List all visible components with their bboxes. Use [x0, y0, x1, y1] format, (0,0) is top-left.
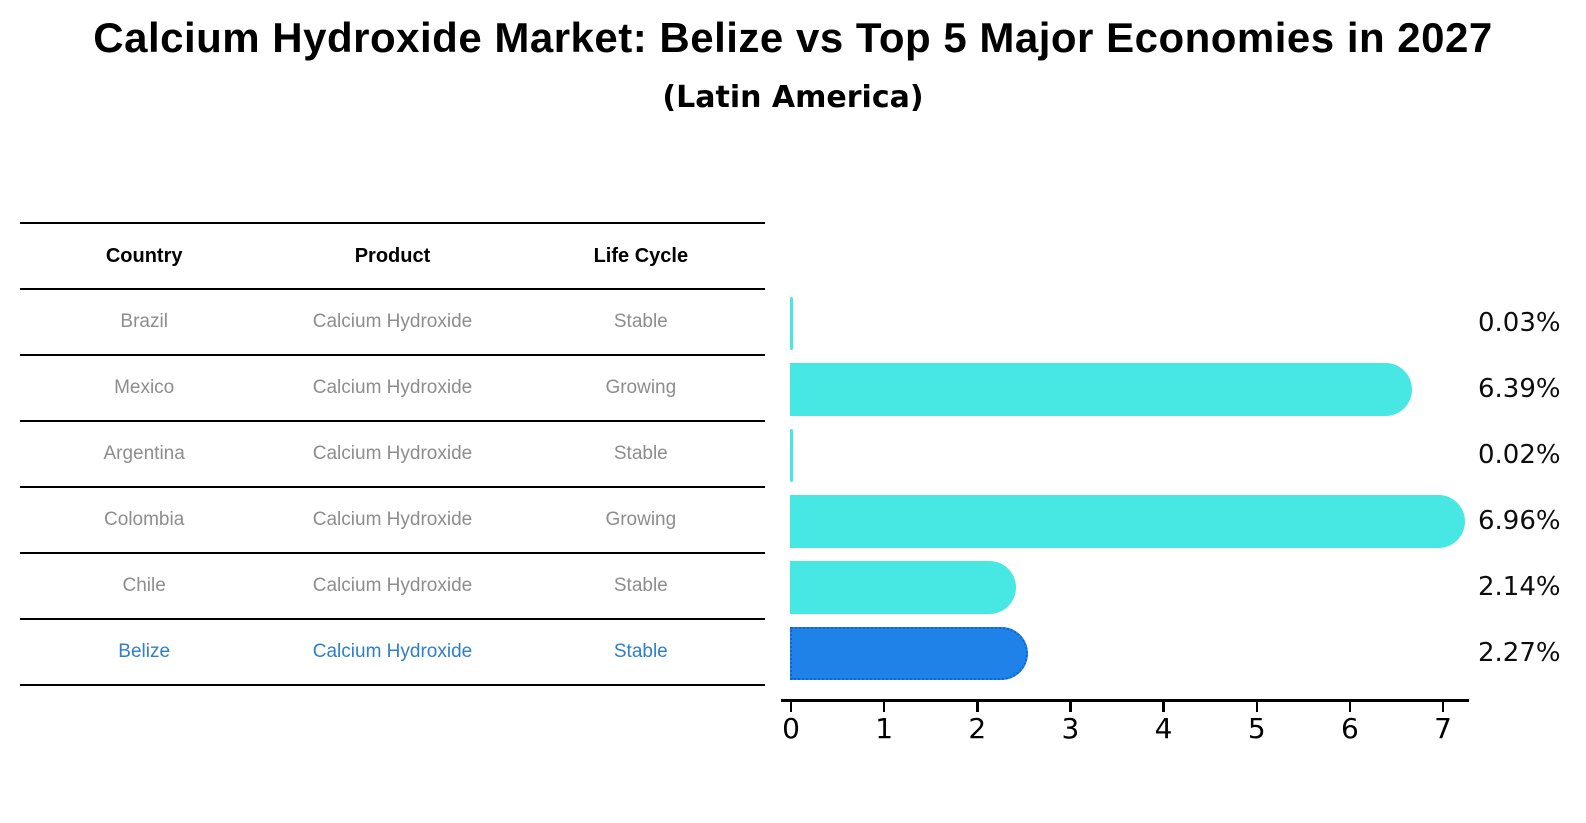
table-row: Chile Calcium Hydroxide Stable	[20, 554, 765, 620]
bar	[790, 494, 1465, 548]
table-header-product: Product	[354, 244, 431, 267]
bar-value-label: 0.02%	[1478, 440, 1561, 470]
bar-row	[790, 422, 1470, 488]
cell-product: Calcium Hydroxide	[312, 377, 473, 398]
table-row: Belize Calcium Hydroxide Stable	[20, 620, 765, 686]
cell-life-cycle: Stable	[613, 641, 668, 662]
table-header-life-cycle: Life Cycle	[593, 244, 689, 267]
x-axis-tick	[1255, 702, 1258, 712]
bar	[790, 296, 793, 350]
bar	[790, 362, 1412, 416]
table-row: Brazil Calcium Hydroxide Stable	[20, 290, 765, 356]
table-header-country: Country	[105, 244, 183, 267]
cell-country: Brazil	[120, 311, 168, 332]
bar-row	[790, 620, 1470, 686]
cell-product: Calcium Hydroxide	[312, 575, 473, 596]
x-axis-tick-label: 6	[1340, 712, 1359, 745]
cell-product: Calcium Hydroxide	[312, 509, 473, 530]
cell-country: Chile	[122, 575, 166, 596]
cell-country: Colombia	[104, 509, 185, 530]
x-axis-line	[781, 699, 1469, 702]
cell-life-cycle: Growing	[605, 509, 677, 530]
cell-life-cycle: Growing	[605, 377, 677, 398]
bar-row	[790, 554, 1470, 620]
country-table: Country Product Life Cycle Brazil Calcium H…	[20, 222, 765, 686]
cell-product: Calcium Hydroxide	[312, 641, 473, 662]
value-labels: 0.03% 6.39% 0.02% 6.96% 2.14% 2.27%	[1478, 290, 1586, 686]
cell-life-cycle: Stable	[613, 311, 668, 332]
x-axis-tick	[1069, 702, 1072, 712]
x-axis-tick-label: 0	[782, 712, 800, 745]
table-body: Brazil Calcium Hydroxide Stable Mexico Calci…	[20, 290, 765, 686]
x-axis-tick	[1162, 702, 1165, 712]
cell-country: Belize	[118, 641, 171, 662]
x-axis-tick-label: 2	[968, 712, 987, 745]
cell-country: Argentina	[103, 443, 185, 464]
x-axis-tick-label: 4	[1154, 712, 1173, 745]
bar	[790, 428, 793, 482]
bar-value-label: 0.03%	[1478, 308, 1561, 338]
bar-row	[790, 356, 1470, 422]
x-axis-tick	[1348, 702, 1352, 712]
bar-row	[790, 488, 1470, 554]
table-row: Mexico Calcium Hydroxide Growing	[20, 356, 765, 422]
bar-value-label: 2.14%	[1478, 572, 1561, 602]
x-axis-tick-label: 7	[1434, 712, 1452, 745]
chart-subtitle: (Latin America)	[662, 80, 924, 115]
bar-value-label: 6.96%	[1478, 506, 1561, 536]
bar-value-label: 2.27%	[1478, 638, 1561, 668]
x-axis-tick-label: 5	[1247, 712, 1266, 745]
x-axis: 0 1 2 3 4 5 6 7	[782, 699, 1471, 759]
x-axis-tick-label: 1	[875, 712, 894, 745]
table-row: Argentina Calcium Hydroxide Stable	[20, 422, 765, 488]
cell-product: Calcium Hydroxide	[312, 311, 473, 332]
table-row: Colombia Calcium Hydroxide Growing	[20, 488, 765, 554]
bar-belize-highlight	[790, 626, 1028, 680]
bar-plot-area	[790, 290, 1470, 686]
cell-product: Calcium Hydroxide	[312, 443, 473, 464]
bar-row	[790, 290, 1470, 356]
x-axis-tick	[976, 702, 979, 712]
x-axis-tick	[789, 702, 793, 712]
x-axis-tick-label: 3	[1061, 712, 1080, 745]
table-header-row: Country Product Life Cycle	[20, 222, 765, 290]
bar	[790, 560, 1016, 614]
bar-value-label: 6.39%	[1478, 374, 1561, 404]
cell-country: Mexico	[114, 377, 175, 398]
cell-life-cycle: Stable	[613, 443, 668, 464]
x-axis-tick	[882, 702, 886, 712]
cell-life-cycle: Stable	[613, 575, 668, 596]
chart-title: Calcium Hydroxide Market: Belize vs Top …	[93, 14, 1493, 61]
x-axis-tick	[1441, 702, 1445, 712]
